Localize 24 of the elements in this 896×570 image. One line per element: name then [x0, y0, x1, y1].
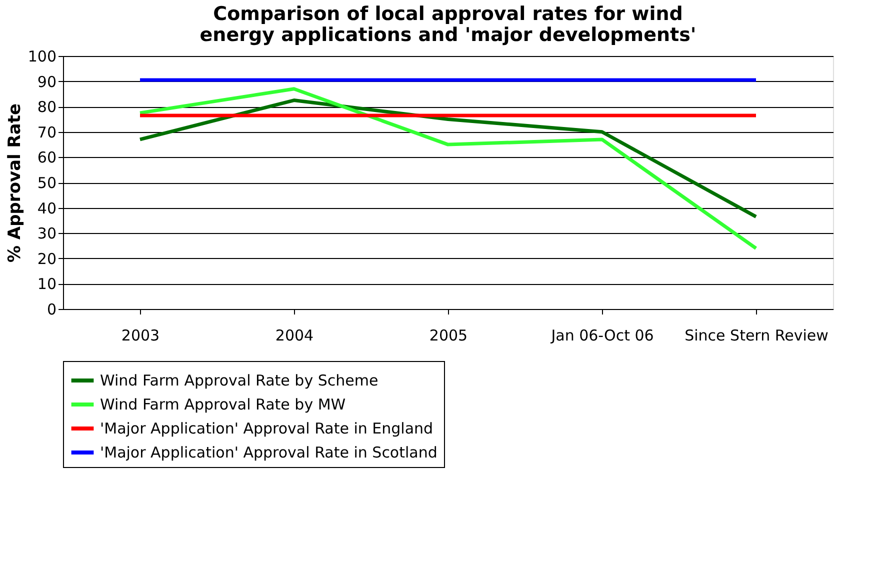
y-tick-label: 100 [28, 48, 56, 66]
y-tick-label: 90 [37, 72, 56, 91]
x-tick-label: 2004 [275, 326, 314, 344]
x-tick-label: 2003 [121, 326, 160, 344]
y-tick-label: 10 [37, 275, 56, 294]
legend-label: 'Major Application' Approval Rate in England [100, 420, 434, 438]
y-tick-label: 0 [46, 300, 56, 318]
legend-label: 'Major Application' Approval Rate in Scotland [100, 444, 438, 462]
x-tick-label: 2005 [429, 326, 468, 344]
chart-title: Comparison of local approval rates for wind energy applications and 'major developments' [200, 3, 696, 46]
y-tick-label: 30 [37, 224, 56, 243]
x-tick-label: Since Stern Review [684, 326, 828, 344]
y-tick-label: 40 [37, 199, 56, 218]
y-tick-label: 80 [37, 98, 56, 116]
y-axis-title: % Approval Rate [4, 103, 25, 263]
y-tick-label: 70 [37, 123, 56, 142]
line-series [138, 87, 758, 250]
y-tick-label: 50 [37, 174, 56, 192]
legend-label: Wind Farm Approval Rate by MW [100, 396, 346, 414]
y-tick-label: 20 [37, 250, 56, 268]
line-series [138, 98, 758, 218]
legend-label: Wind Farm Approval Rate by Scheme [100, 372, 378, 390]
x-tick-label: Jan 06-Oct 06 [550, 326, 654, 344]
y-tick-label: 60 [37, 148, 56, 167]
